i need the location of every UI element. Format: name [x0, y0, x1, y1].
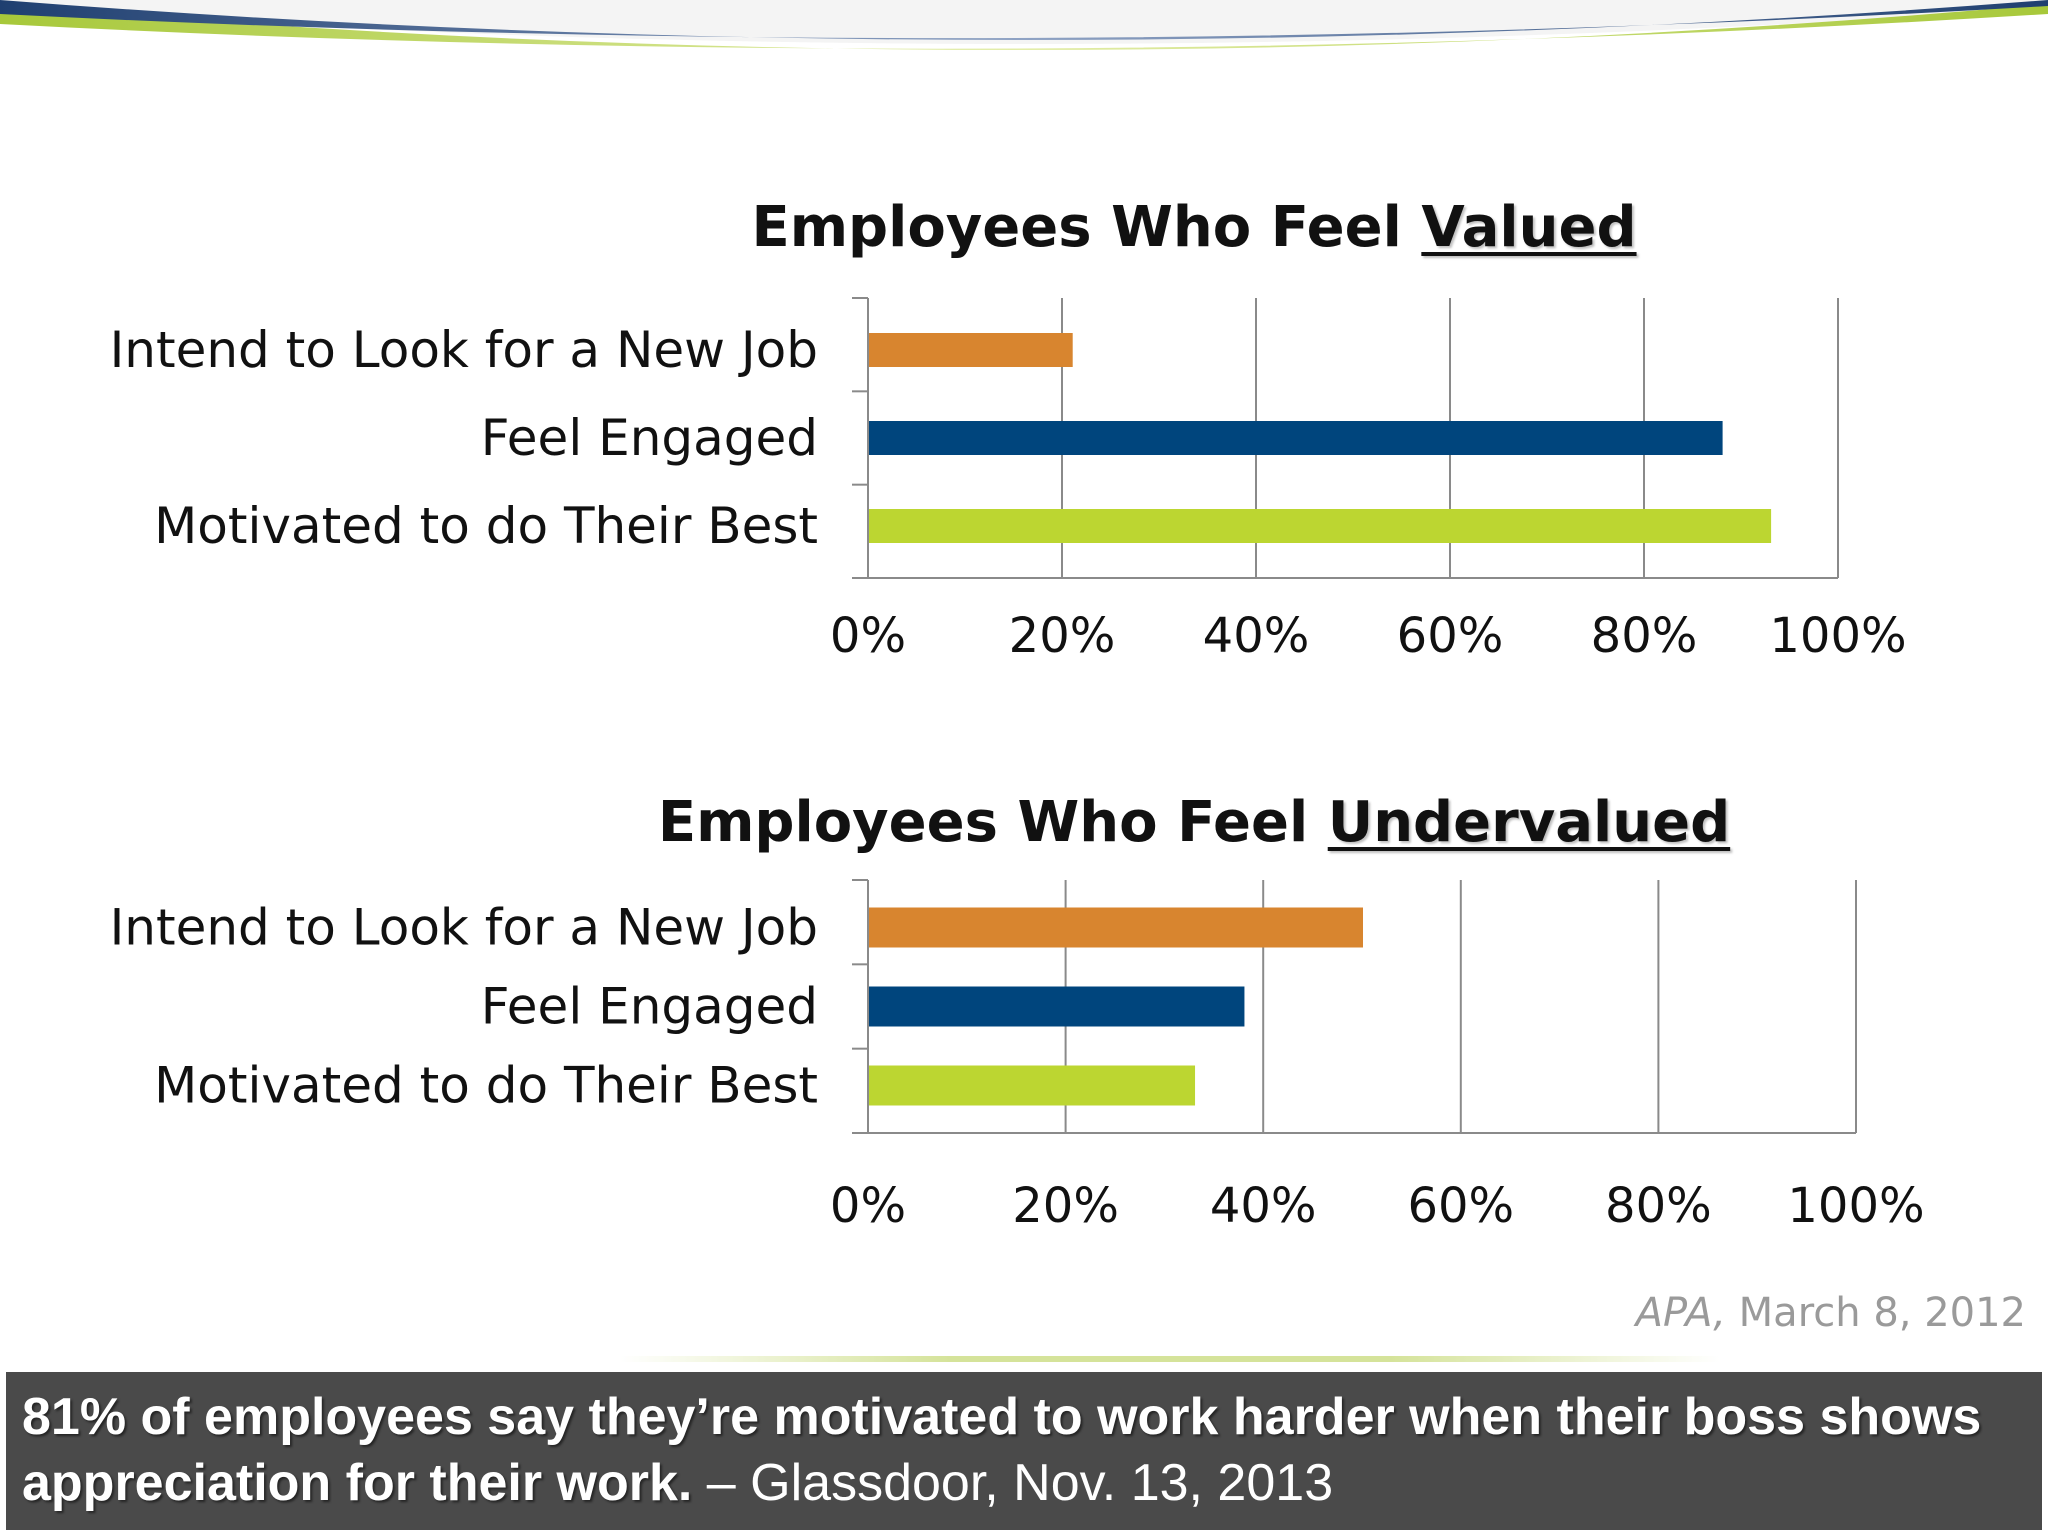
source-date: March 8, 2012	[1738, 1290, 2026, 1336]
quote-attribution: – Glassdoor, Nov. 13, 2013	[706, 1454, 1334, 1512]
header-swoosh-decoration	[0, 0, 2048, 50]
bar-chart-valued: 0% 20% 40% 60% 80% 100% Intend to Look for a N…	[110, 297, 1907, 664]
category-label: Feel Engaged	[481, 978, 818, 1036]
x-tick-label: 0%	[830, 608, 906, 664]
x-tick-label: 40%	[1203, 608, 1310, 664]
x-tick-label: 40%	[1210, 1178, 1317, 1234]
category-label: Intend to Look for a New Job	[110, 321, 818, 379]
footer-divider	[620, 1356, 1720, 1362]
x-tick-label: 100%	[1769, 608, 1906, 664]
x-tick-label: 80%	[1591, 608, 1698, 664]
x-tick-label: 20%	[1012, 1178, 1119, 1234]
x-tick-label: 60%	[1397, 608, 1504, 664]
quote-banner: 81% of employees say they’re motivated t…	[6, 1372, 2042, 1530]
bar-chart-undervalued: 0% 20% 40% 60% 80% 100% Intend to Look for a N…	[110, 879, 1925, 1234]
category-label: Motivated to do Their Best	[154, 1057, 818, 1115]
chart-title-emphasis: Valued	[1421, 195, 1637, 260]
x-tick-label: 20%	[1009, 608, 1116, 664]
bar	[869, 421, 1723, 455]
x-tick-label: 100%	[1787, 1178, 1924, 1234]
x-tick-label: 80%	[1605, 1178, 1712, 1234]
bar	[869, 986, 1245, 1027]
x-tick-label: 0%	[830, 1178, 906, 1234]
chart-title-valued: Employees Who Feel Valued	[0, 195, 2048, 260]
chart-title-prefix: Employees Who Feel	[657, 790, 1328, 855]
category-label: Intend to Look for a New Job	[110, 899, 818, 957]
bar	[869, 1065, 1196, 1106]
bar	[869, 907, 1363, 948]
source-citation: APA, March 8, 2012	[1636, 1290, 2026, 1336]
chart-title-prefix: Employees Who Feel	[751, 195, 1422, 260]
chart-title-emphasis: Undervalued	[1327, 790, 1731, 855]
bar	[869, 333, 1073, 367]
chart-title-undervalued: Employees Who Feel Undervalued	[0, 790, 2048, 855]
x-tick-label: 60%	[1407, 1178, 1514, 1234]
quote-text: 81% of employees say they’re motivated t…	[22, 1388, 1982, 1512]
category-label: Feel Engaged	[481, 409, 818, 467]
bar	[869, 509, 1772, 543]
category-label: Motivated to do Their Best	[154, 497, 818, 555]
source-publisher: APA,	[1635, 1290, 1726, 1336]
